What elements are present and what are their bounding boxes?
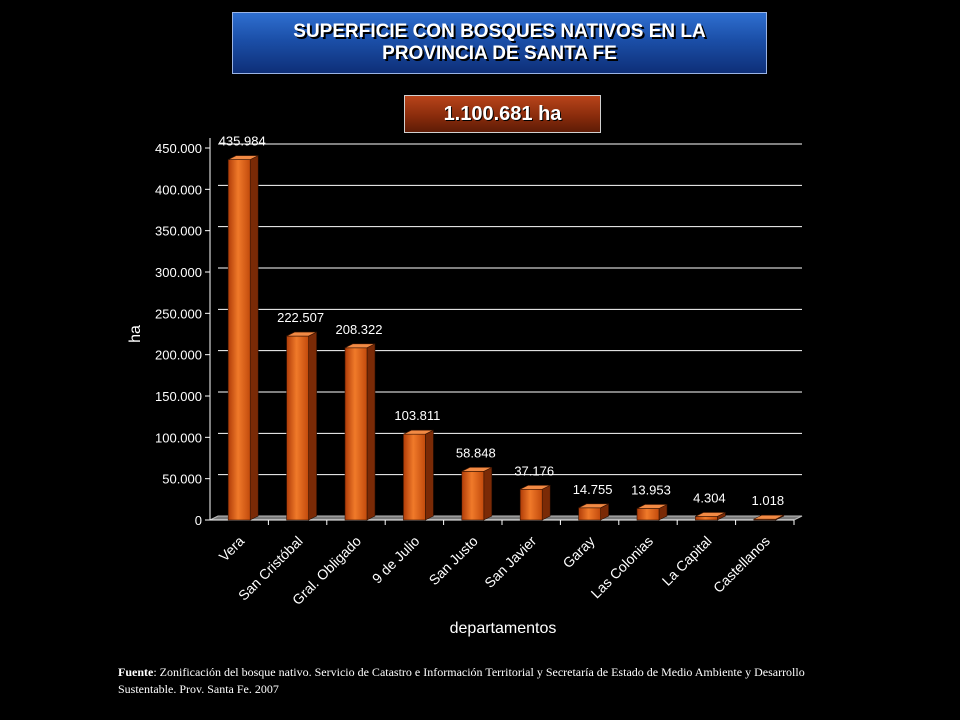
category-label: San Justo [426,533,481,588]
bar [695,516,718,521]
bar [578,507,601,521]
bar-top [578,503,609,509]
data-label: 13.953 [631,482,671,497]
y-axis-label: ha [127,325,144,343]
bar-side [249,155,259,521]
data-label: 14.755 [573,482,613,497]
data-label: 208.322 [336,322,383,337]
data-label: 37.176 [514,463,554,478]
y-tick-label: 350.000 [155,224,202,239]
y-tick-label: 250.000 [155,306,202,321]
y-tick-label: 50.000 [162,472,202,487]
category-label: Castellanos [710,533,773,596]
footnote-label: Fuente [118,665,154,679]
total-value: 1.100.681 ha [443,102,562,125]
y-tick-label: 300.000 [155,265,202,280]
y-tick-label: 400.000 [155,182,202,197]
bar-top [520,484,551,490]
category-label: Garay [559,533,597,571]
y-tick-label: 100.000 [155,430,202,445]
category-label: Las Colonias [588,533,657,602]
bar-chart: 0 50.000 100.000 150.000 200.000 250.000 300.0… [127,134,803,637]
bar-side [483,466,493,521]
bar-top [286,331,317,337]
y-tick-label: 200.000 [155,348,202,363]
bar-side [541,484,551,521]
bar [519,488,543,521]
bar-top [461,467,492,472]
bar [227,159,251,521]
bar-top [403,429,434,435]
bar-top [344,343,376,349]
bar-top [636,504,668,509]
x-axis-label: departamentos [450,620,557,637]
data-label: 4.304 [693,490,726,505]
source-footnote: Fuente: Zonificación del bosque nativo. … [118,664,838,698]
category-label: Vera [216,533,248,565]
bar [461,471,485,521]
data-label: 1.018 [752,493,785,508]
bar [286,335,309,521]
bar-side [308,331,317,521]
title-banner: SUPERFICIE CON BOSQUES NATIVOS EN LA PRO… [232,12,767,74]
bar-side [425,429,434,521]
total-badge: 1.100.681 ha [404,95,601,133]
y-tick-label: 150.000 [155,389,202,404]
category-label: La Capital [659,533,715,589]
footnote-text: : Zonificación del bosque nativo. Servic… [118,665,805,696]
y-tick-label: 450.000 [155,141,202,156]
category-label: 9 de Julio [369,533,423,587]
y-tick-label: 0 [195,513,202,528]
bar [403,433,426,521]
data-label: 103.811 [394,408,440,423]
category-label: San Javier [481,533,539,591]
bar [636,508,660,521]
data-label: 222.507 [277,310,324,325]
bar-side [366,343,376,521]
bar [344,347,368,521]
bar-top [753,514,784,520]
data-label: 435.984 [219,134,266,149]
chart-title: SUPERFICIE CON BOSQUES NATIVOS EN LA PRO… [293,21,706,64]
bars [227,155,785,521]
bar-top [695,512,726,517]
bar-top [228,155,259,160]
data-label: 58.848 [456,445,496,460]
